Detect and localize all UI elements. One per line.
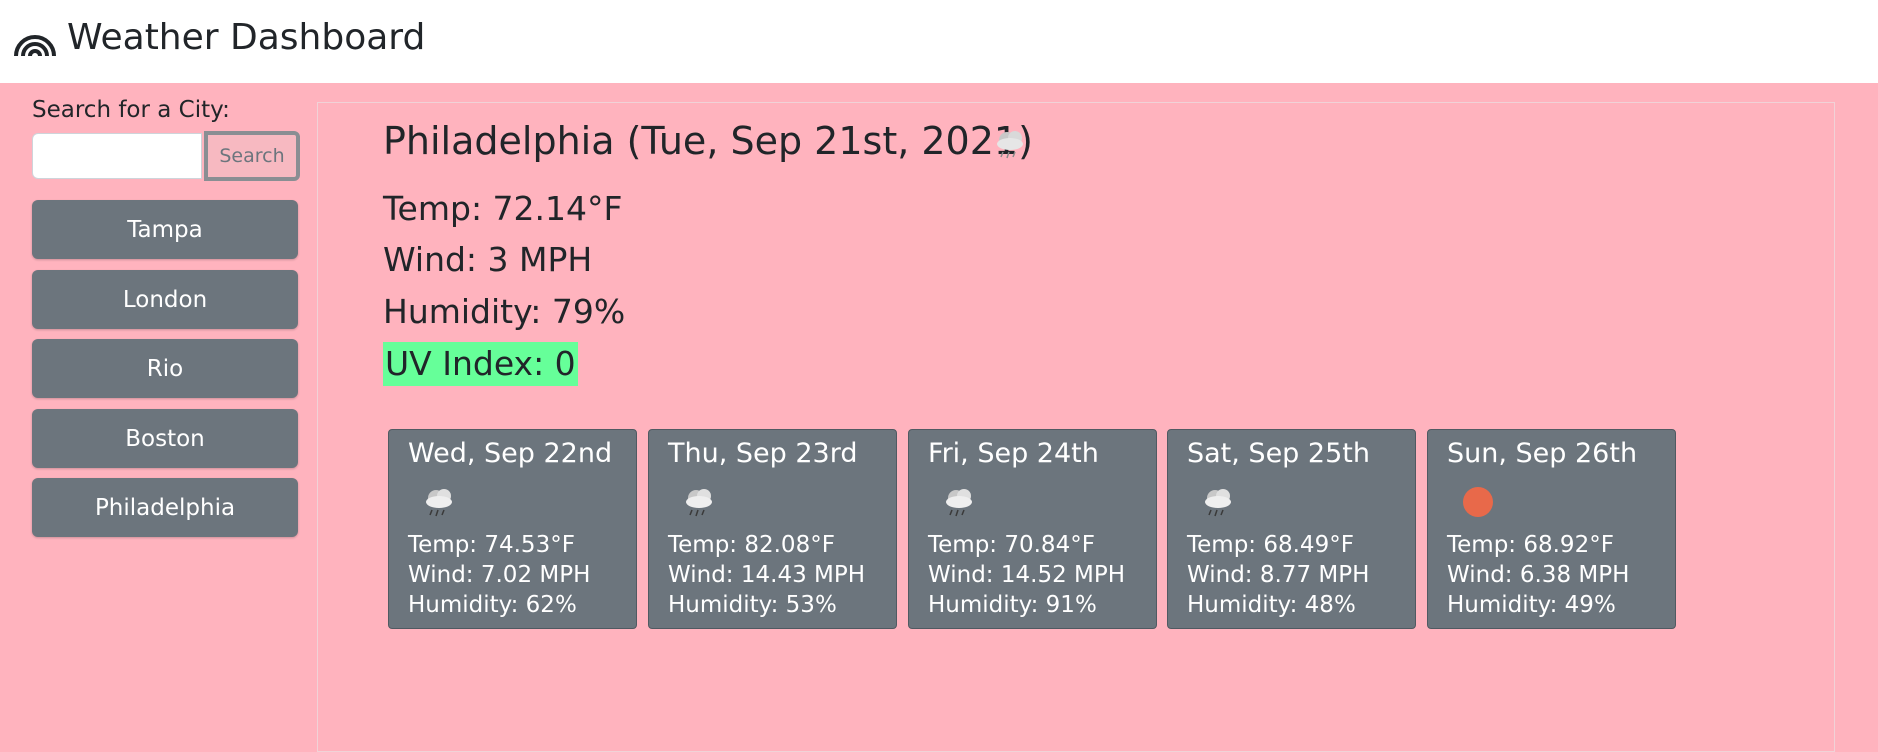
forecast-card: Thu, Sep 23rd Temp: 82.08°F Wind: 14.43 … [648,429,897,629]
forecast-humidity: Humidity: 62% [408,592,577,618]
search-label: Search for a City: [32,97,230,123]
rain-cloud-icon [997,131,1023,159]
history-button-boston[interactable]: Boston [32,409,298,468]
current-temp: Temp: 72.14°F [383,189,623,228]
rain-cloud-icon [686,489,712,517]
forecast-card: Fri, Sep 24th Temp: 70.84°F Wind: 14.52 … [908,429,1157,629]
forecast-card: Wed, Sep 22nd Temp: 74.53°F Wind: 7.02 M… [388,429,637,629]
rainbow-icon [14,35,56,56]
forecast-temp: Temp: 70.84°F [928,532,1095,558]
history-button-rio[interactable]: Rio [32,339,298,398]
history-button-philadelphia[interactable]: Philadelphia [32,478,298,537]
forecast-wind: Wind: 7.02 MPH [408,562,591,588]
forecast-wind: Wind: 6.38 MPH [1447,562,1630,588]
history-button-tampa[interactable]: Tampa [32,200,298,259]
forecast-date: Thu, Sep 23rd [668,438,858,469]
forecast-date: Wed, Sep 22nd [408,438,613,469]
current-humidity: Humidity: 79% [383,292,626,331]
forecast-card: Sun, Sep 26th Temp: 68.92°F Wind: 6.38 M… [1427,429,1676,629]
forecast-temp: Temp: 68.49°F [1187,532,1354,558]
current-city-title: Philadelphia (Tue, Sep 21st, 2021) [383,119,1033,163]
forecast-temp: Temp: 74.53°F [408,532,575,558]
forecast-wind: Wind: 14.43 MPH [668,562,866,588]
forecast-humidity: Humidity: 49% [1447,592,1616,618]
uv-index-badge: UV Index: 0 [383,342,578,386]
rain-cloud-icon [1205,489,1231,517]
history-button-london[interactable]: London [32,270,298,329]
app-header: Weather Dashboard [0,0,1878,83]
forecast-humidity: Humidity: 48% [1187,592,1356,618]
forecast-temp: Temp: 82.08°F [668,532,835,558]
forecast-date: Fri, Sep 24th [928,438,1099,469]
forecast-wind: Wind: 14.52 MPH [928,562,1126,588]
rain-cloud-icon [946,489,972,517]
forecast-wind: Wind: 8.77 MPH [1187,562,1370,588]
forecast-humidity: Humidity: 53% [668,592,837,618]
rain-cloud-icon [426,489,452,517]
current-wind: Wind: 3 MPH [383,240,593,279]
forecast-date: Sat, Sep 25th [1187,438,1370,469]
app-title: Weather Dashboard [67,17,426,58]
forecast-date: Sun, Sep 26th [1447,438,1638,469]
search-button[interactable]: Search [204,131,300,181]
forecast-temp: Temp: 68.92°F [1447,532,1614,558]
forecast-card: Sat, Sep 25th Temp: 68.49°F Wind: 8.77 M… [1167,429,1416,629]
forecast-humidity: Humidity: 91% [928,592,1097,618]
search-input[interactable] [32,133,202,179]
sun-icon [1463,487,1493,517]
